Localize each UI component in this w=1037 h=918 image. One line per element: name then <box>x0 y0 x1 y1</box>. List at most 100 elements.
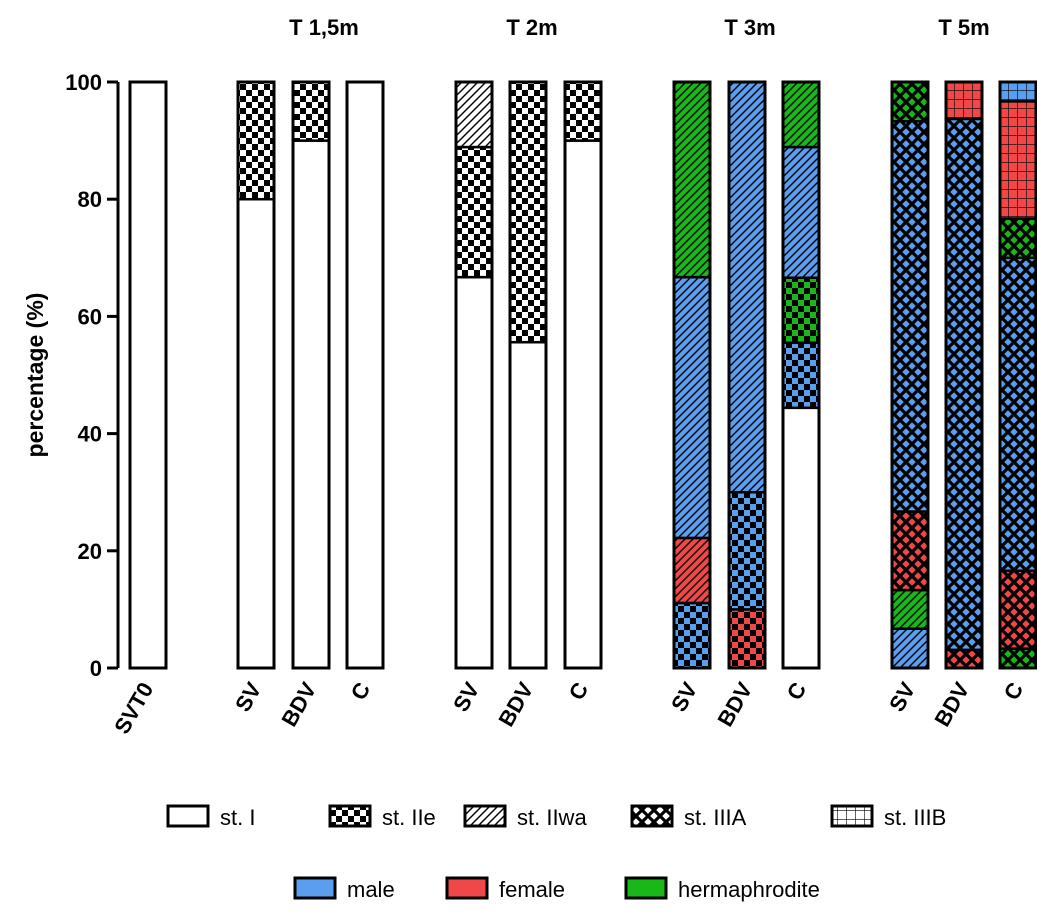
y-axis: 0 20 40 60 80 100 <box>65 70 120 681</box>
bar-segment <box>672 275 712 540</box>
group-title: T 3m <box>724 15 775 40</box>
group-title: T 5m <box>938 15 989 40</box>
y-axis-label: percentage (%) <box>22 293 48 458</box>
bar <box>128 80 168 670</box>
bar-segment <box>944 117 984 652</box>
bar-outline <box>727 80 767 670</box>
bar-segment <box>781 276 821 345</box>
bar-outline <box>998 80 1037 670</box>
legend-label: female <box>499 877 565 902</box>
legend-label: st. IIIA <box>684 805 747 830</box>
legend-label: st. IIIB <box>884 805 946 830</box>
x-tick-label: SV <box>666 678 702 716</box>
bar-segment <box>291 80 331 142</box>
stage-legend: st. I st. IIe st. IIwa st. IIIA st. IIIB <box>166 804 946 830</box>
bar-segment <box>345 80 385 670</box>
bar-outline <box>672 80 712 670</box>
bar-outline <box>291 80 331 670</box>
bar-segment <box>236 197 276 670</box>
legend-label: st. I <box>220 805 255 830</box>
bar <box>236 80 276 670</box>
bar-segment <box>672 536 712 605</box>
y-tick-label: 60 <box>78 304 102 329</box>
bar-segment <box>890 627 930 670</box>
bar-segment <box>291 139 331 670</box>
x-tick-label: SV <box>448 678 484 716</box>
bar-segment <box>998 80 1037 103</box>
group-title: T 1,5m <box>289 15 359 40</box>
group-title: T 2m <box>506 15 557 40</box>
bar-segment <box>672 80 712 279</box>
y-tick-label: 20 <box>78 539 102 564</box>
bar-outline <box>508 80 548 670</box>
bar-segment <box>781 341 821 410</box>
bar-segment <box>563 80 603 142</box>
bar-segment <box>890 588 930 630</box>
x-tick-label: SV <box>884 678 920 716</box>
bar-segment <box>727 80 767 494</box>
bar-segment <box>563 139 603 670</box>
legend-swatch-st3b <box>830 804 874 828</box>
bar-segment <box>998 647 1037 670</box>
bar-outline <box>890 80 930 670</box>
y-tick-label: 0 <box>90 656 102 681</box>
bar-segment <box>781 80 821 149</box>
x-tick-label: C <box>564 678 594 704</box>
sex-legend: male female hermaphrodite <box>293 876 820 902</box>
bar-segment <box>998 100 1037 220</box>
bar-outline <box>128 80 168 670</box>
bar <box>454 80 494 670</box>
x-tick-label: BDV <box>493 678 538 731</box>
bar-segment <box>944 80 984 121</box>
bar-segment <box>454 80 494 149</box>
x-tick-label: C <box>999 678 1029 704</box>
bar <box>291 80 331 670</box>
bar-segment <box>727 490 767 611</box>
legend-swatch-female <box>445 876 489 900</box>
legend-label: hermaphrodite <box>678 877 820 902</box>
bar-segment <box>890 510 930 592</box>
legend-label: st. IIe <box>382 805 436 830</box>
x-axis-labels: SVT0 SV BDV C SV BDV C SV BDV C SV BDV C <box>109 678 1028 738</box>
bar-segment <box>944 648 984 670</box>
legend-swatch-male <box>293 876 337 900</box>
x-tick-label: SV <box>230 678 266 716</box>
y-tick-label: 100 <box>65 70 102 95</box>
bar-segment <box>781 406 821 670</box>
bar-outline <box>944 80 984 670</box>
x-tick-label: C <box>346 678 376 704</box>
bar <box>781 80 821 670</box>
bar <box>998 80 1037 670</box>
bar-segment <box>727 608 767 670</box>
x-tick-label: C <box>782 678 812 704</box>
legend-swatch-st2e <box>328 804 372 828</box>
x-tick-label: BDV <box>276 678 321 731</box>
x-tick-label: SVT0 <box>109 678 158 738</box>
bar <box>672 80 712 670</box>
legend-swatch-st3a <box>630 804 674 828</box>
bar-segment <box>508 80 548 344</box>
bar-segment <box>781 145 821 279</box>
bar-segment <box>890 80 930 123</box>
group-titles: T 1,5m T 2m T 3m T 5m <box>289 15 990 40</box>
bar-outline <box>345 80 385 670</box>
legend-swatch-st1 <box>166 804 210 828</box>
bar-segment <box>454 145 494 279</box>
bar <box>508 80 548 670</box>
bar <box>345 80 385 670</box>
bar-segment <box>998 217 1037 260</box>
bar <box>944 80 984 670</box>
bar-outline <box>454 80 494 670</box>
legend-label: st. IIwa <box>517 805 587 830</box>
bar-segment <box>998 569 1037 650</box>
y-tick-label: 80 <box>78 187 102 212</box>
bar-segment <box>890 120 930 513</box>
bar-segment <box>508 340 548 670</box>
bar-segment <box>672 601 712 670</box>
bars <box>128 80 1037 670</box>
y-tick-label: 40 <box>78 422 102 447</box>
legend-swatch-herm <box>624 876 668 900</box>
bar-outline <box>236 80 276 670</box>
